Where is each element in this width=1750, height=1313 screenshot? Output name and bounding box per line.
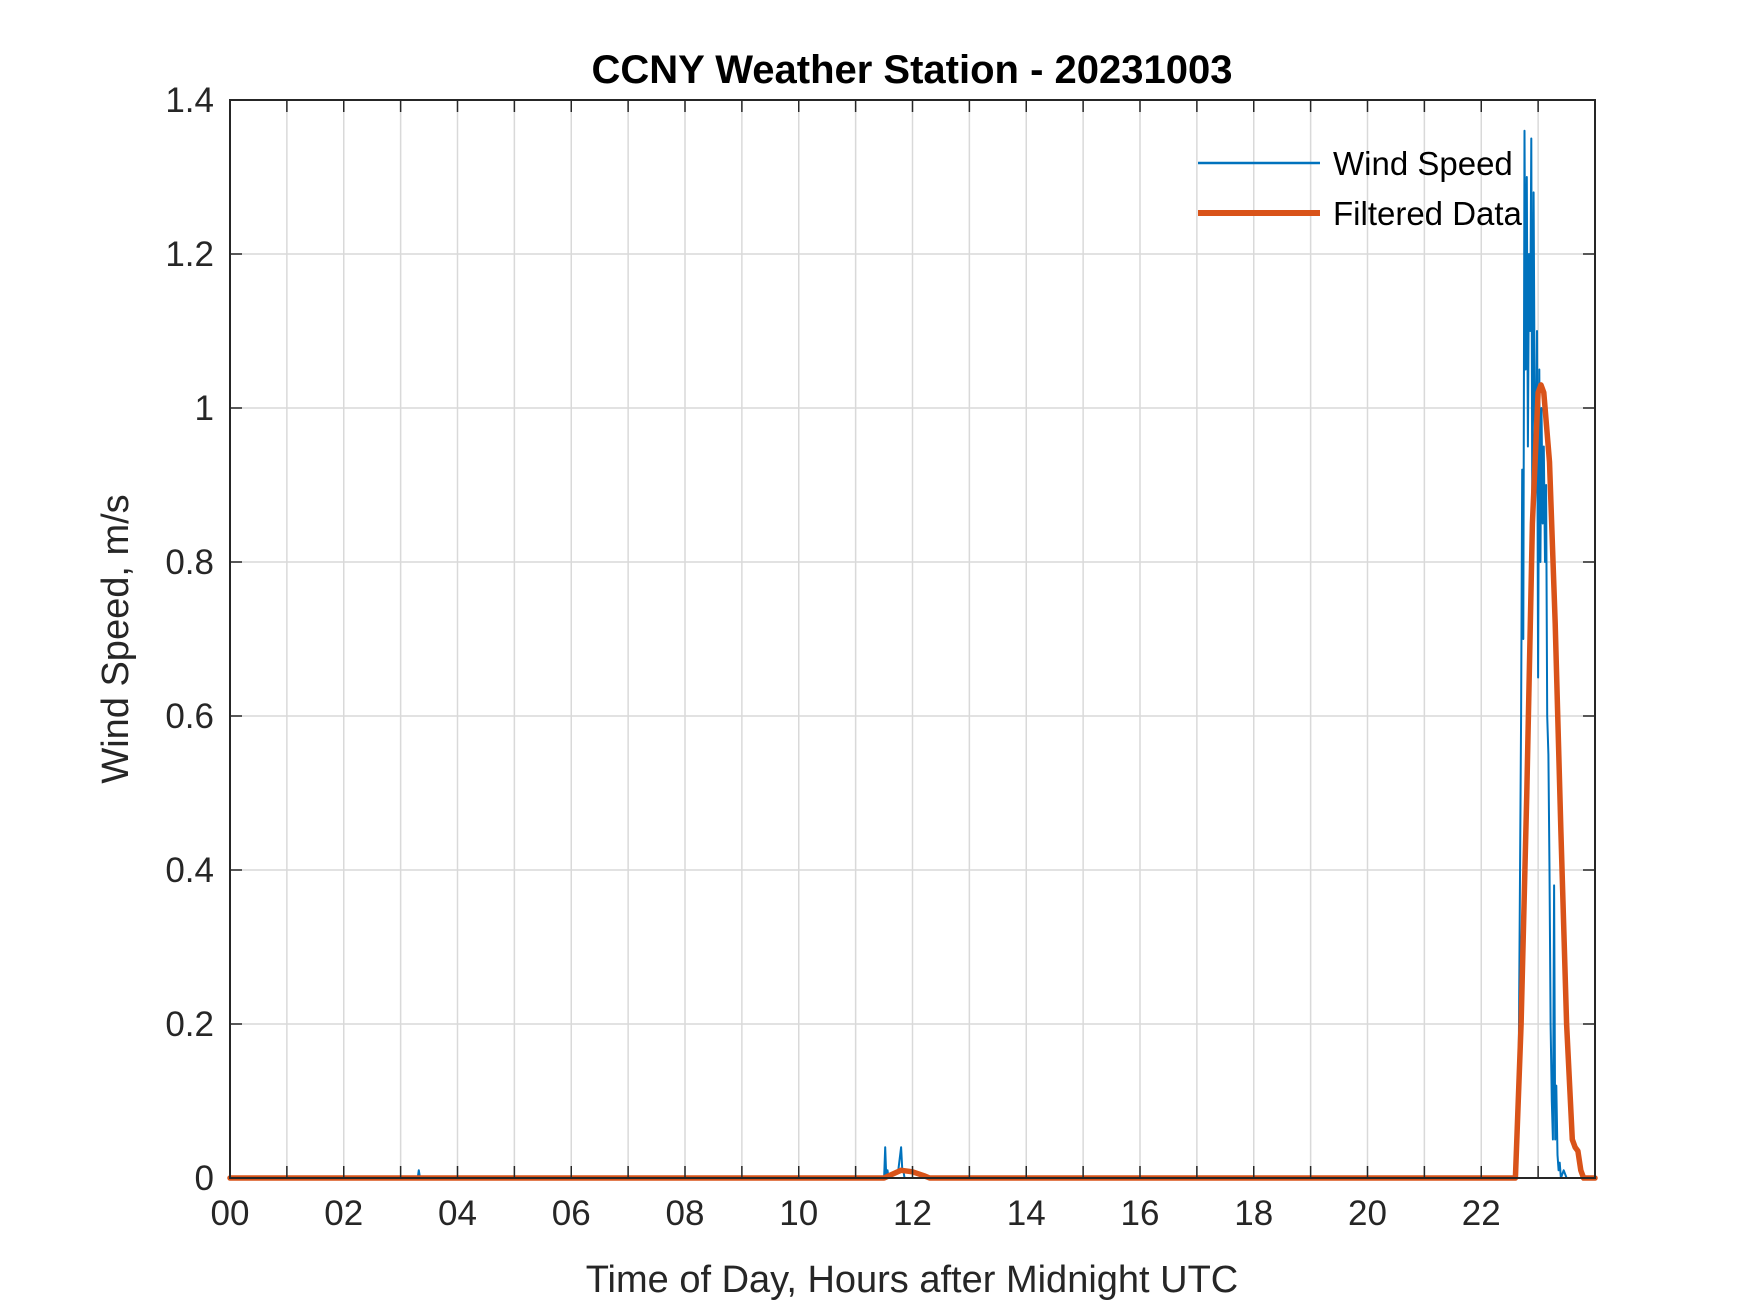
- chart-title: CCNY Weather Station - 20231003: [592, 48, 1233, 92]
- series-layer: [227, 129, 1598, 1181]
- x-tick-label-14: 14: [1007, 1194, 1046, 1233]
- x-tick-label-08: 08: [666, 1194, 705, 1233]
- y-tick-label-1.2: 1.2: [165, 235, 214, 274]
- x-axis-label: Time of Day, Hours after Midnight UTC: [586, 1259, 1239, 1301]
- series-line-filtered-data: [227, 382, 1598, 1181]
- y-tick-label-1.4: 1.4: [165, 81, 214, 120]
- x-tick-label-00: 00: [211, 1194, 250, 1233]
- y-tick-label-1: 1: [195, 389, 214, 428]
- tick-marks: [230, 99, 1595, 1179]
- tick-labels: 00 02 04 06 08 10 12 14 16 18 20 22 0 0.2 0.4 0.6 0.8 1 1.…: [165, 81, 1500, 1233]
- x-tick-label-10: 10: [779, 1194, 818, 1233]
- x-tick-label-18: 18: [1234, 1194, 1273, 1233]
- y-tick-label-0.8: 0.8: [165, 543, 214, 582]
- y-tick-label-0.4: 0.4: [165, 851, 214, 890]
- grid-lines: [230, 100, 1595, 1178]
- legend: Wind Speed Filtered Data: [1198, 145, 1523, 232]
- x-tick-label-12: 12: [893, 1194, 932, 1233]
- x-tick-label-16: 16: [1121, 1194, 1160, 1233]
- x-tick-label-20: 20: [1348, 1194, 1387, 1233]
- y-tick-label-0.2: 0.2: [165, 1005, 214, 1044]
- x-tick-label-02: 02: [324, 1194, 363, 1233]
- x-tick-label-22: 22: [1462, 1194, 1501, 1233]
- x-tick-label-06: 06: [552, 1194, 591, 1233]
- y-tick-label-0.6: 0.6: [165, 697, 214, 736]
- y-axis-label: Wind Speed, m/s: [95, 494, 137, 783]
- x-tick-label-04: 04: [438, 1194, 477, 1233]
- y-tick-label-0: 0: [195, 1159, 214, 1198]
- legend-label-filtered-data: Filtered Data: [1333, 195, 1523, 232]
- legend-label-wind-speed: Wind Speed: [1333, 145, 1513, 182]
